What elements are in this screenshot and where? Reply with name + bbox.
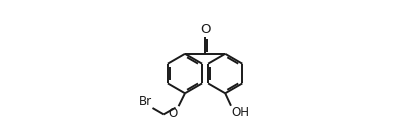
Text: OH: OH bbox=[231, 106, 249, 119]
Text: O: O bbox=[199, 23, 210, 36]
Text: Br: Br bbox=[138, 95, 151, 108]
Text: O: O bbox=[168, 107, 178, 120]
